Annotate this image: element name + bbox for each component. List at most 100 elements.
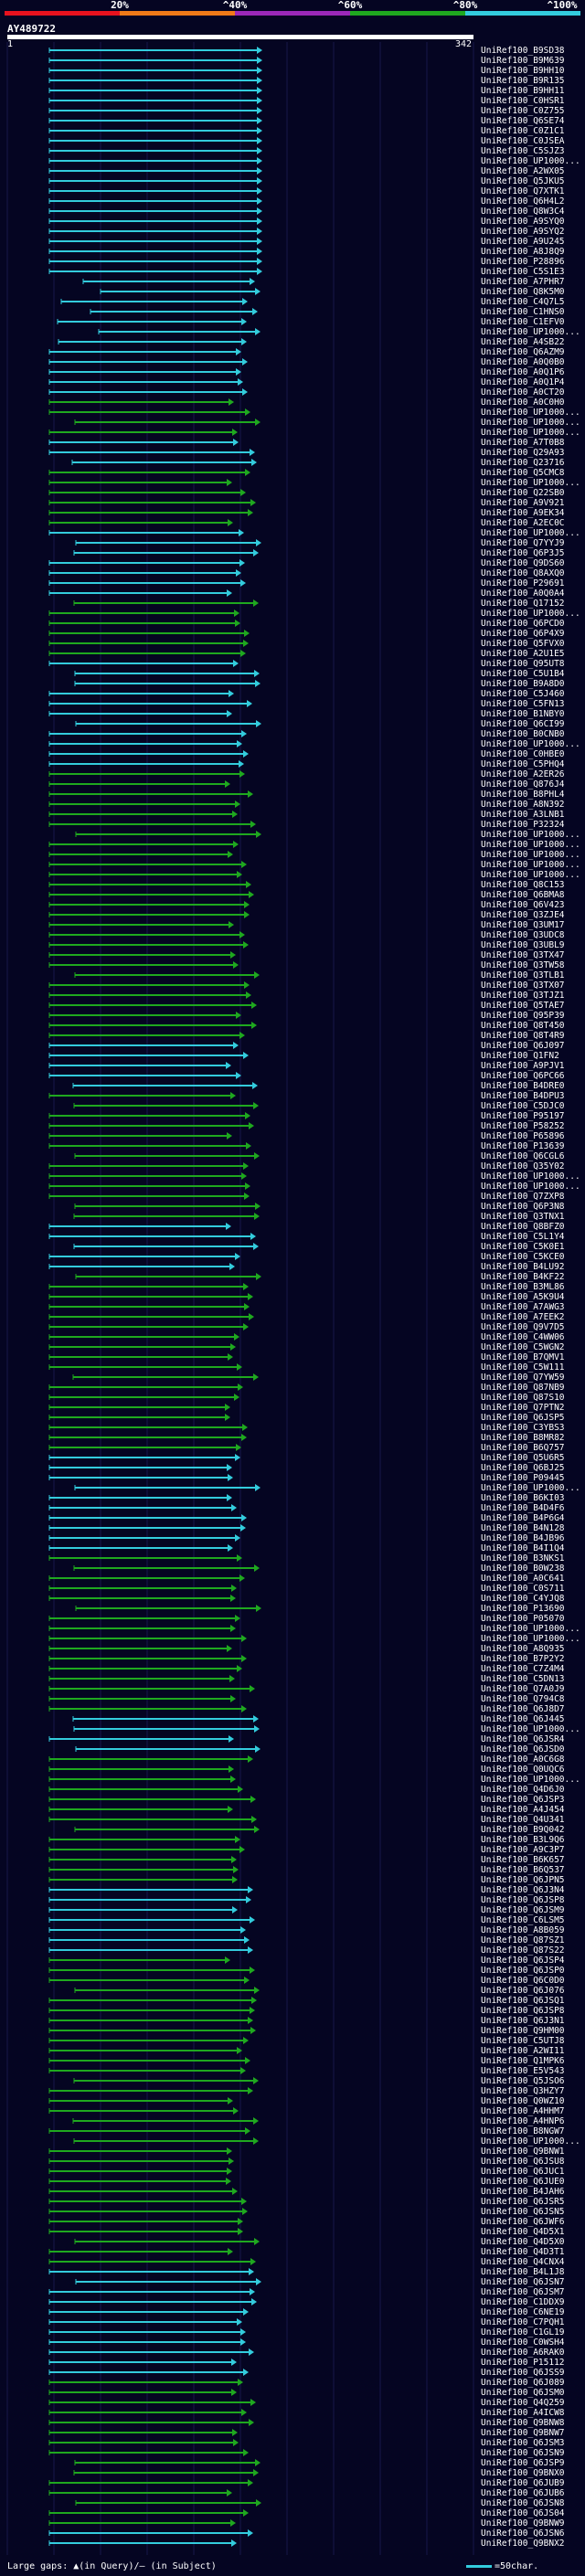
hit-label[interactable]: UniRef100_Q7A0J9: [481, 1684, 565, 1694]
hit-label[interactable]: UniRef100_A4HHM7: [481, 2106, 565, 2116]
hit-label[interactable]: UniRef100_UP1000...: [481, 1624, 580, 1634]
hit-label[interactable]: UniRef100_A8Q935: [481, 1644, 565, 1654]
hit-label[interactable]: UniRef100_Q87S22: [481, 1945, 565, 1956]
hit-label[interactable]: UniRef100_C1EFV0: [481, 317, 565, 327]
hit-label[interactable]: UniRef100_C0WSH4: [481, 2337, 565, 2348]
hit-label[interactable]: UniRef100_Q6J445: [481, 1714, 565, 1724]
hit-label[interactable]: UniRef100_UP1000...: [481, 2136, 580, 2147]
hit-label[interactable]: UniRef100_Q5JSO6: [481, 2076, 565, 2086]
hit-label[interactable]: UniRef100_Q6JSP8: [481, 1895, 565, 1905]
hit-label[interactable]: UniRef100_UP1000...: [481, 408, 580, 418]
hit-label[interactable]: UniRef100_P95197: [481, 1111, 565, 1121]
hit-label[interactable]: UniRef100_B4DRE0: [481, 1081, 565, 1091]
hit-label[interactable]: UniRef100_UP1000...: [481, 830, 580, 840]
hit-label[interactable]: UniRef100_A8N392: [481, 800, 565, 810]
hit-label[interactable]: UniRef100_UP1000...: [481, 1171, 580, 1182]
hit-label[interactable]: UniRef100_C4Q7L5: [481, 297, 565, 307]
hit-label[interactable]: UniRef100_Q6JSP4: [481, 1956, 565, 1966]
hit-label[interactable]: UniRef100_C5WGN2: [481, 1342, 565, 1352]
hit-label[interactable]: UniRef100_Q6C0D0: [481, 1976, 565, 1986]
hit-label[interactable]: UniRef100_A7PHR7: [481, 277, 565, 287]
hit-label[interactable]: UniRef100_Q6JUB6: [481, 2488, 565, 2498]
hit-label[interactable]: UniRef100_A0Q0A4: [481, 588, 565, 599]
hit-label[interactable]: UniRef100_B9HH11: [481, 86, 565, 96]
hit-label[interactable]: UniRef100_Q6JSP3: [481, 1795, 565, 1805]
hit-label[interactable]: UniRef100_A0Q1P6: [481, 367, 565, 377]
hit-label[interactable]: UniRef100_Q6JSP8: [481, 2006, 565, 2016]
hit-label[interactable]: UniRef100_Q6JSM7: [481, 2287, 565, 2297]
hit-label[interactable]: UniRef100_A7AWG3: [481, 1302, 565, 1312]
hit-label[interactable]: UniRef100_Q5FVX0: [481, 639, 565, 649]
hit-label[interactable]: UniRef100_Q6H4L2: [481, 196, 565, 207]
hit-label[interactable]: UniRef100_UP1000...: [481, 840, 580, 850]
hit-label[interactable]: UniRef100_Q9BNW8: [481, 2418, 565, 2428]
hit-label[interactable]: UniRef100_P58252: [481, 1121, 565, 1131]
hit-label[interactable]: UniRef100_B6Q537: [481, 1865, 565, 1875]
hit-label[interactable]: UniRef100_Q8T450: [481, 1021, 565, 1031]
hit-label[interactable]: UniRef100_C4WW06: [481, 1332, 565, 1342]
hit-label[interactable]: UniRef100_A4HNP6: [481, 2116, 565, 2126]
hit-label[interactable]: UniRef100_A6RAK0: [481, 2348, 565, 2358]
hit-label[interactable]: UniRef100_UP1000...: [481, 428, 580, 438]
hit-label[interactable]: UniRef100_UP1000...: [481, 418, 580, 428]
hit-label[interactable]: UniRef100_Q8BFZ0: [481, 1222, 565, 1232]
hit-label[interactable]: UniRef100_Q17152: [481, 599, 565, 609]
hit-label[interactable]: UniRef100_Q6JSP0: [481, 1966, 565, 1976]
hit-label[interactable]: UniRef100_Q7ZXP8: [481, 1192, 565, 1202]
hit-label[interactable]: UniRef100_Q6PCD0: [481, 619, 565, 629]
hit-label[interactable]: UniRef100_A9SYQ2: [481, 227, 565, 237]
hit-label[interactable]: UniRef100_C0Z1C1: [481, 126, 565, 136]
hit-label[interactable]: UniRef100_A9PJV1: [481, 1061, 565, 1071]
hit-label[interactable]: UniRef100_Q8T4R9: [481, 1031, 565, 1041]
hit-label[interactable]: UniRef100_B9M639: [481, 56, 565, 66]
hit-label[interactable]: UniRef100_A9C3P7: [481, 1845, 565, 1855]
hit-label[interactable]: UniRef100_B9A8D0: [481, 679, 565, 689]
hit-label[interactable]: UniRef100_Q87NB9: [481, 1383, 565, 1393]
hit-label[interactable]: UniRef100_Q5U6R5: [481, 1453, 565, 1463]
hit-label[interactable]: UniRef100_Q3UDC8: [481, 930, 565, 940]
hit-label[interactable]: UniRef100_C3YBS3: [481, 1423, 565, 1433]
hit-label[interactable]: UniRef100_Q3TLB1: [481, 970, 565, 981]
hit-label[interactable]: UniRef100_Q6JUE0: [481, 2177, 565, 2187]
hit-label[interactable]: UniRef100_B8NGW7: [481, 2126, 565, 2136]
hit-label[interactable]: UniRef100_Q1MPK6: [481, 2056, 565, 2066]
hit-label[interactable]: UniRef100_Q6AZM9: [481, 347, 565, 357]
hit-label[interactable]: UniRef100_Q7YW59: [481, 1373, 565, 1383]
hit-label[interactable]: UniRef100_B6KI03: [481, 1493, 565, 1503]
hit-label[interactable]: UniRef100_UP1000...: [481, 860, 580, 870]
hit-label[interactable]: UniRef100_A2ER26: [481, 769, 565, 779]
hit-label[interactable]: UniRef100_A2EC0C: [481, 518, 565, 528]
hit-label[interactable]: UniRef100_P15112: [481, 2358, 565, 2368]
hit-label[interactable]: UniRef100_Q6JUC1: [481, 2167, 565, 2177]
hit-label[interactable]: UniRef100_P65896: [481, 1131, 565, 1141]
hit-label[interactable]: UniRef100_Q3UM17: [481, 920, 565, 930]
hit-label[interactable]: UniRef100_B4KF22: [481, 1272, 565, 1282]
hit-label[interactable]: UniRef100_Q9BNX2: [481, 2539, 565, 2549]
hit-label[interactable]: UniRef100_UP1000...: [481, 478, 580, 488]
hit-label[interactable]: UniRef100_A2U1E5: [481, 649, 565, 659]
hit-label[interactable]: UniRef100_UP1000...: [481, 1182, 580, 1192]
hit-label[interactable]: UniRef100_C5J460: [481, 689, 565, 699]
hit-label[interactable]: UniRef100_C5UTJ8: [481, 2036, 565, 2046]
hit-label[interactable]: UniRef100_UP1000...: [481, 327, 580, 337]
hit-label[interactable]: UniRef100_UP1000...: [481, 1634, 580, 1644]
hit-label[interactable]: UniRef100_E5V543: [481, 2066, 565, 2076]
hit-label[interactable]: UniRef100_Q6JSS9: [481, 2368, 565, 2378]
hit-label[interactable]: UniRef100_A0Q0B0: [481, 357, 565, 367]
hit-label[interactable]: UniRef100_A2WI11: [481, 2046, 565, 2056]
hit-label[interactable]: UniRef100_B3NKS1: [481, 1553, 565, 1564]
hit-label[interactable]: UniRef100_Q0WZ10: [481, 2096, 565, 2106]
hit-label[interactable]: UniRef100_C5L1Y4: [481, 1232, 565, 1242]
hit-label[interactable]: UniRef100_Q6JSD0: [481, 1744, 565, 1754]
hit-label[interactable]: UniRef100_Q4D5X0: [481, 2237, 565, 2247]
hit-label[interactable]: UniRef100_Q29A93: [481, 448, 565, 458]
hit-label[interactable]: UniRef100_C1DDX9: [481, 2297, 565, 2307]
hit-label[interactable]: UniRef100_C5PHQ4: [481, 759, 565, 769]
hit-label[interactable]: UniRef100_Q6PC66: [481, 1071, 565, 1081]
hit-label[interactable]: UniRef100_C0HSR1: [481, 96, 565, 106]
hit-label[interactable]: UniRef100_C5W111: [481, 1362, 565, 1373]
hit-label[interactable]: UniRef100_B9HH10: [481, 66, 565, 76]
hit-label[interactable]: UniRef100_Q9BNW1: [481, 2147, 565, 2157]
hit-label[interactable]: UniRef100_C1HNS0: [481, 307, 565, 317]
hit-label[interactable]: UniRef100_B0W238: [481, 1564, 565, 1574]
